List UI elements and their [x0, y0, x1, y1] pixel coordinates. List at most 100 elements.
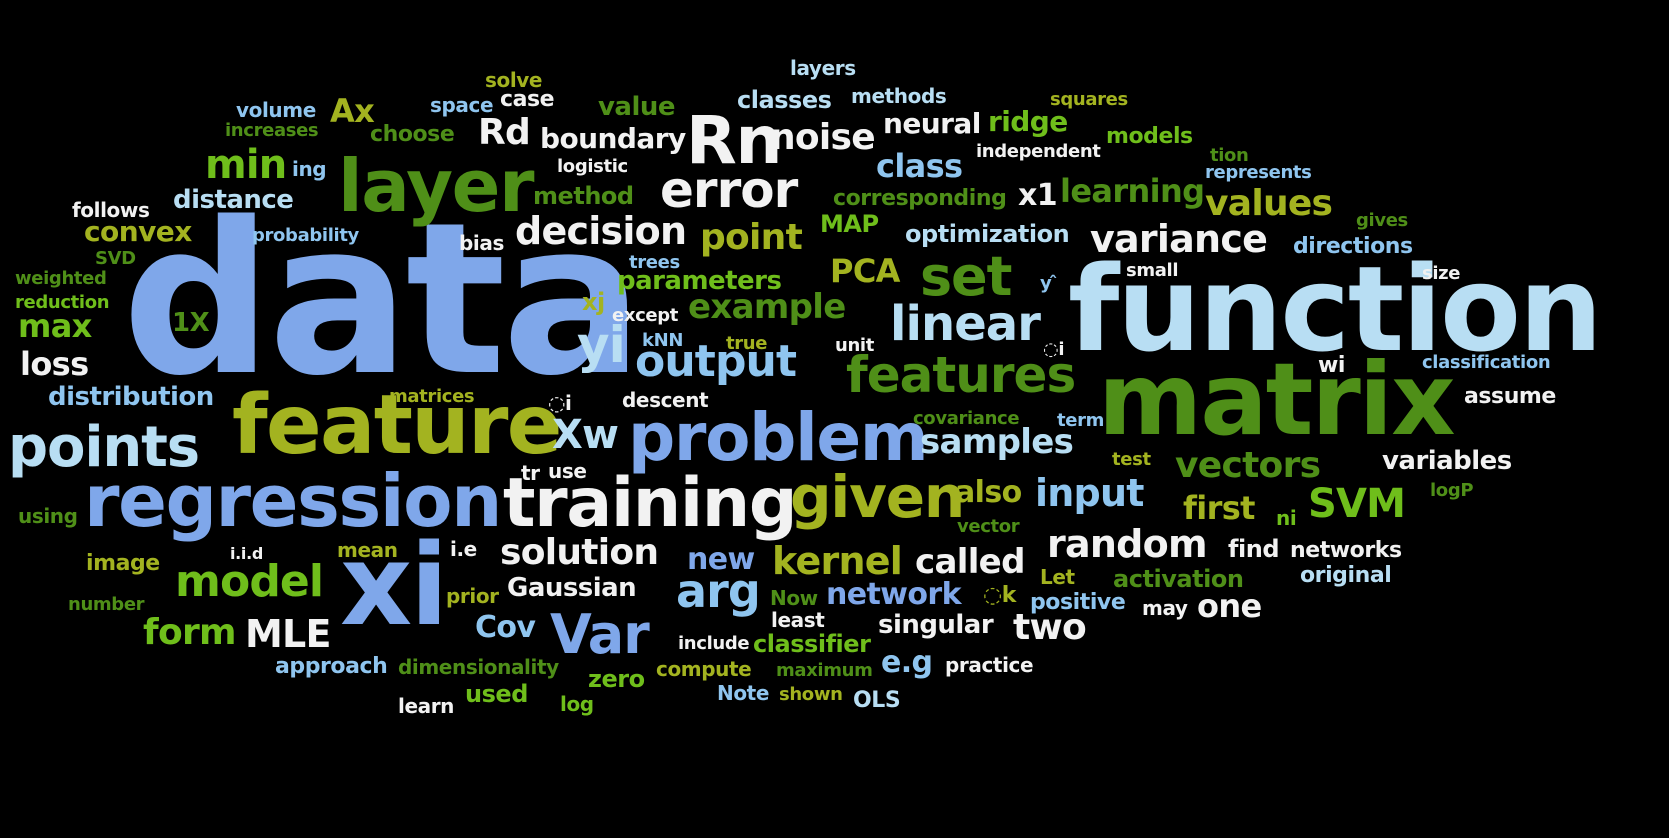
word-unit: unit — [835, 335, 874, 356]
word-max: max — [18, 307, 92, 345]
word-i-e: i.e — [450, 537, 477, 561]
word-true: true — [726, 333, 768, 354]
word-called: called — [915, 542, 1025, 582]
word-learning: learning — [1060, 172, 1205, 210]
word-xi: xi — [340, 521, 448, 651]
word-loss: loss — [20, 345, 89, 383]
word-logp: logP — [1430, 480, 1474, 501]
word-singular: singular — [878, 610, 994, 640]
word-reduction: reduction — [15, 292, 110, 313]
word-optimization: optimization — [905, 220, 1070, 248]
word-increases: increases — [225, 120, 319, 141]
word-used: used — [465, 680, 528, 708]
word-corresponding: corresponding — [833, 186, 1007, 211]
word-solve: solve — [485, 68, 543, 92]
word-test: test — [1112, 449, 1151, 470]
word-output: output — [635, 336, 797, 387]
word-layer: layer — [338, 144, 535, 228]
word-classes: classes — [737, 86, 832, 114]
word-compute: compute — [656, 657, 752, 681]
word-regression: regression — [84, 459, 502, 543]
word-image: image — [86, 551, 160, 576]
word-gaussian: Gaussian — [507, 573, 637, 603]
word-now: Now — [770, 586, 818, 610]
word-method: method — [533, 182, 634, 210]
word-variance: variance — [1090, 217, 1268, 261]
word-random: random — [1047, 522, 1208, 566]
word-activation: activation — [1113, 565, 1244, 593]
word-let: Let — [1040, 565, 1075, 589]
word-k: ◌k — [983, 583, 1016, 608]
word-map: MAP — [820, 210, 879, 238]
word-model: model — [175, 556, 324, 607]
word-find: find — [1228, 535, 1280, 563]
word-pca: PCA — [830, 252, 900, 290]
word-classification: classification — [1422, 352, 1551, 373]
word-note: Note — [717, 681, 770, 705]
word-networks: networks — [1290, 538, 1402, 563]
word-points: points — [8, 415, 200, 480]
word-vectors: vectors — [1175, 445, 1321, 486]
word-approach: approach — [275, 654, 388, 679]
word-class: class — [876, 147, 963, 185]
word-mle: MLE — [245, 612, 331, 656]
word-given: given — [790, 463, 965, 531]
word-data: data — [122, 177, 644, 422]
word-svm: SVM — [1308, 481, 1406, 527]
word-point: point — [700, 217, 803, 258]
word-i: ◌i — [548, 391, 572, 415]
word-two: two — [1013, 607, 1087, 648]
word-xw: Xw — [552, 412, 619, 458]
word-example: example — [688, 287, 846, 327]
word-descent: descent — [622, 388, 709, 412]
word-squares: squares — [1050, 89, 1128, 110]
word-layers: layers — [790, 56, 856, 80]
word-except: except — [612, 305, 679, 326]
word-svd: SVD — [95, 248, 136, 269]
word-represents: represents — [1205, 162, 1312, 183]
word-var: Var — [550, 603, 650, 666]
word-vector: vector — [957, 516, 1020, 537]
word-case: case — [500, 87, 555, 112]
word-follows: follows — [72, 198, 150, 222]
word-matrices: matrices — [389, 386, 475, 407]
word-set: set — [920, 245, 1012, 308]
word-choose: choose — [370, 122, 455, 147]
word-learn: learn — [398, 694, 455, 718]
word-wi: wi — [1318, 353, 1345, 378]
word-methods: methods — [851, 84, 947, 108]
word-original: original — [1300, 563, 1392, 588]
word-independent: independent — [976, 141, 1101, 162]
word-mean: mean — [337, 538, 398, 562]
word-network: network — [826, 577, 962, 612]
word-i: ◌i — [1043, 339, 1065, 360]
word-new: new — [687, 542, 755, 577]
word-function: function — [1068, 240, 1603, 378]
word-rd: Rd — [478, 112, 531, 153]
word-assume: assume — [1464, 384, 1556, 409]
word-y: y ̂ — [1040, 273, 1058, 294]
word-term: term — [1057, 410, 1105, 431]
word-matrix: matrix — [1098, 341, 1456, 458]
word-linear: linear — [890, 296, 1041, 352]
word-bias: bias — [459, 231, 504, 255]
word-gives: gives — [1356, 210, 1408, 231]
word-problem: problem — [628, 399, 929, 476]
word-maximum: maximum — [776, 660, 873, 681]
word-using: using — [18, 504, 78, 528]
word-samples: samples — [920, 422, 1074, 462]
word-number: number — [68, 594, 145, 615]
word-least: least — [771, 608, 825, 632]
word-prior: prior — [446, 584, 499, 608]
word-space: space — [430, 93, 494, 117]
word-x1: x1 — [1018, 178, 1058, 213]
word-one: one — [1197, 587, 1262, 625]
word-tr: tr — [521, 461, 540, 485]
word-ax: Ax — [330, 92, 375, 130]
word-boundary: boundary — [540, 122, 686, 155]
word-yi: yi — [577, 316, 626, 374]
word-xj: xj — [582, 288, 605, 316]
word-ols: OLS — [853, 688, 901, 713]
word-use: use — [548, 459, 587, 483]
